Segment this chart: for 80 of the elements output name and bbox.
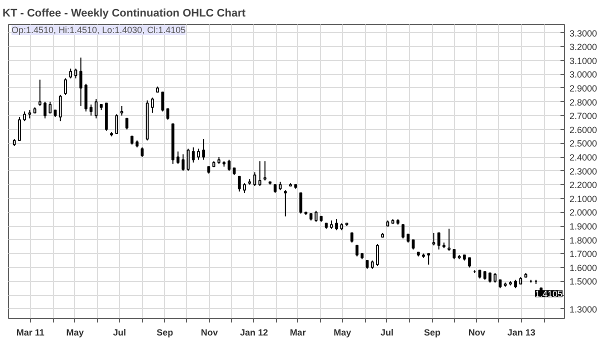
x-tick-label: Mar 11 [16,328,44,338]
x-tick-label: May [66,328,84,338]
y-tick-label: 2.9000 [570,83,598,94]
candlestick [48,101,52,114]
candlestick [192,146,195,164]
y-tick-label: 3.1000 [570,56,598,66]
y-tick-label: 2.3000 [570,166,598,176]
y-tick-label: 2.5000 [570,138,598,149]
y-tick-label: 1.8000 [570,235,598,246]
candlestick [38,79,42,106]
candlestick [335,218,338,231]
y-tick-label: 2.6000 [570,124,598,135]
y-tick-label: 1.5000 [570,276,598,287]
candlestick [468,257,471,268]
candlestick [84,83,88,112]
candlestick [452,248,456,260]
y-tick-label: 1.3000 [570,304,598,314]
candlestick [350,232,354,244]
candlestick [74,68,78,79]
candlestick [488,272,492,284]
y-tick-label: 2.8000 [570,97,598,108]
candlestick [18,116,21,141]
x-tick-label: Nov [200,328,218,338]
y-tick-label: 2.7000 [570,111,598,122]
x-tick-label: Jan 13 [507,328,536,338]
candlestick [182,154,185,172]
candlestick [79,57,82,106]
candlestick [402,224,404,239]
x-tick-label: Mar [290,328,306,338]
candlestick [238,176,241,192]
y-tick-label: 1.7000 [570,249,598,260]
y-tick-label: 2.4000 [570,152,598,163]
candlestick [115,114,118,134]
annotation: Op:1.4510, Hi:1.4510, Lo:1.4030, Cl:1.4105 [12,25,186,36]
candlestick [432,232,436,246]
candlestick [64,78,67,96]
candlestick [23,110,26,122]
candlestick [356,244,358,257]
candlestick [44,101,46,119]
candlestick [69,68,72,79]
x-tick-label: Sep [156,328,174,338]
x-tick-label: Jul [380,328,394,338]
candlestick [166,108,170,120]
candlestick [284,190,287,217]
annotation: 1.4105 [534,289,563,300]
candlestick [176,150,180,164]
candlestick [376,243,379,267]
candlestick [258,160,262,186]
x-tick-label: Sep [424,328,442,338]
chart-title: KT - Coffee - Weekly Continuation OHLC Chart [2,8,246,20]
candlestick [427,253,430,266]
x-tick-label: Jul [113,328,126,338]
candlestick [494,272,497,284]
y-tick-label: 2.1000 [570,194,598,204]
y-tick-label: 3.3000 [570,28,598,38]
y-tick-label: 1.9000 [570,222,598,232]
candlestick [202,138,206,160]
x-tick-label: Nov [468,328,486,338]
candlestick [448,228,451,252]
candlestick [228,159,231,172]
candlestick [437,232,440,250]
candlestick [243,182,246,194]
candlestick [314,210,318,222]
y-tick-label: 2.2000 [570,180,598,190]
candlestick [58,94,62,122]
candlestick [120,105,124,116]
x-tick-label: May [334,328,352,338]
candlestick [94,98,98,119]
candlestick [263,160,266,181]
candlestick [197,148,200,160]
candlestick [90,104,93,116]
candlestick [150,97,154,114]
candlestick [140,146,144,158]
y-tick-label: 1.6000 [570,262,598,273]
y-tick-label: 2.0000 [570,208,598,218]
y-tick-label: 3.0000 [570,70,598,80]
x-tick-label: Jan 12 [240,328,268,338]
candlestick [161,92,164,112]
y-tick-label: 3.2000 [570,42,598,52]
candlestick [125,118,128,130]
